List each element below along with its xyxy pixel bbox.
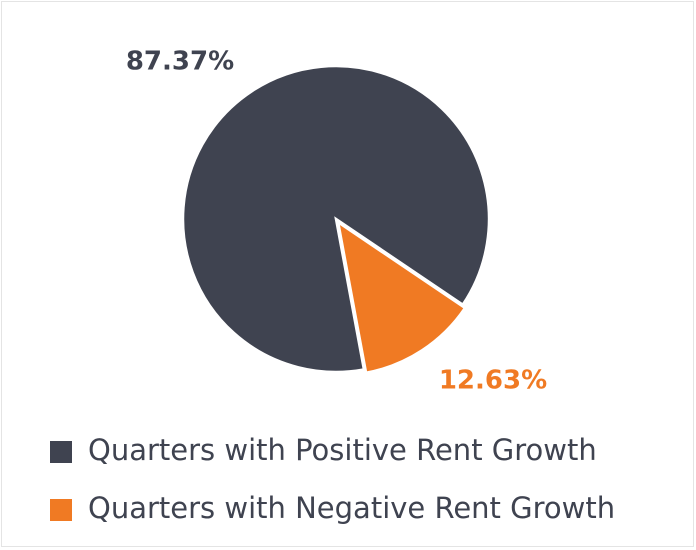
value-label: 87.37% bbox=[126, 47, 234, 77]
pie-slice bbox=[336, 219, 467, 375]
legend-label: Quarters with Positive Rent Growth bbox=[88, 433, 597, 467]
legend-label: Quarters with Negative Rent Growth bbox=[88, 491, 615, 525]
legend-swatch bbox=[50, 441, 72, 463]
pie-slice bbox=[181, 64, 491, 374]
value-label: 12.63% bbox=[439, 366, 547, 396]
legend-swatch bbox=[50, 499, 72, 521]
